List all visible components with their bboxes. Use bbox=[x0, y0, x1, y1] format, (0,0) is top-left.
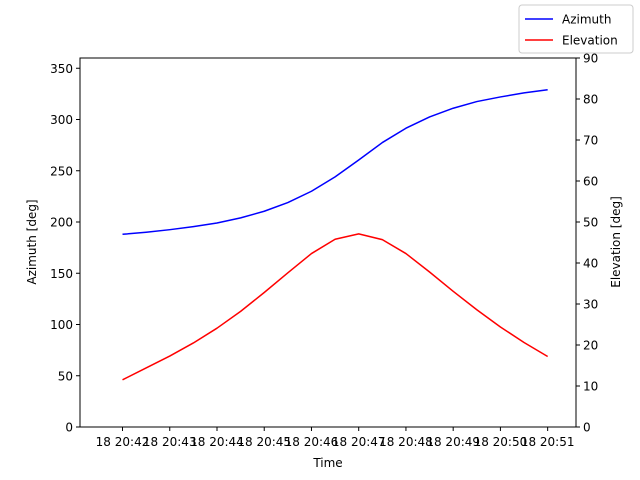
legend-label-elevation: Elevation bbox=[562, 34, 618, 48]
axes-frame bbox=[79, 57, 577, 428]
x-tick-label: 18 20:44 bbox=[190, 435, 244, 449]
x-tick-label: 18 20:48 bbox=[379, 435, 433, 449]
y-left-tick-label: 150 bbox=[50, 267, 73, 281]
y-axis-right: 0 10 20 30 40 50 60 70 80 90 bbox=[576, 52, 598, 435]
y-left-tick-label: 50 bbox=[58, 369, 73, 383]
y-right-tick-label: 20 bbox=[583, 339, 598, 353]
y-right-tick-label: 60 bbox=[583, 175, 598, 189]
plot-area bbox=[79, 57, 577, 428]
y-axis-left: 0 50 100 150 200 250 300 350 bbox=[50, 62, 80, 435]
x-tick-label: 18 20:51 bbox=[521, 435, 575, 449]
y-right-tick-label: 80 bbox=[583, 93, 598, 107]
y-left-tick-label: 300 bbox=[50, 113, 73, 127]
x-axis-label: Time bbox=[312, 456, 342, 470]
y-axis-right-label: Elevation [deg] bbox=[609, 196, 623, 288]
y-left-tick-label: 350 bbox=[50, 62, 73, 76]
y-right-tick-label: 10 bbox=[583, 380, 598, 394]
x-tick-label: 18 20:49 bbox=[426, 435, 480, 449]
y-left-tick-label: 0 bbox=[65, 421, 73, 435]
y-left-tick-label: 250 bbox=[50, 164, 73, 178]
legend: Azimuth Elevation bbox=[518, 4, 634, 54]
y-axis-left-label: Azimuth [deg] bbox=[25, 199, 39, 284]
y-right-tick-label: 40 bbox=[583, 257, 598, 271]
x-tick-label: 18 20:47 bbox=[332, 435, 386, 449]
y-right-tick-label: 70 bbox=[583, 134, 598, 148]
y-right-tick-label: 50 bbox=[583, 216, 598, 230]
y-right-tick-label: 0 bbox=[583, 421, 591, 435]
x-tick-label: 18 20:45 bbox=[237, 435, 291, 449]
series-line-elevation bbox=[122, 233, 549, 381]
x-tick-label: 18 20:50 bbox=[474, 435, 528, 449]
series-layer bbox=[122, 89, 549, 381]
y-right-tick-label: 90 bbox=[583, 52, 598, 66]
y-left-tick-label: 100 bbox=[50, 318, 73, 332]
x-tick-label: 18 20:42 bbox=[96, 435, 150, 449]
legend-frame bbox=[518, 4, 634, 54]
x-tick-label: 18 20:46 bbox=[285, 435, 339, 449]
y-left-tick-label: 200 bbox=[50, 216, 73, 230]
legend-label-azimuth: Azimuth bbox=[562, 13, 611, 27]
x-tick-label: 18 20:43 bbox=[143, 435, 197, 449]
series-line-azimuth bbox=[122, 89, 548, 236]
y-right-tick-label: 30 bbox=[583, 298, 598, 312]
